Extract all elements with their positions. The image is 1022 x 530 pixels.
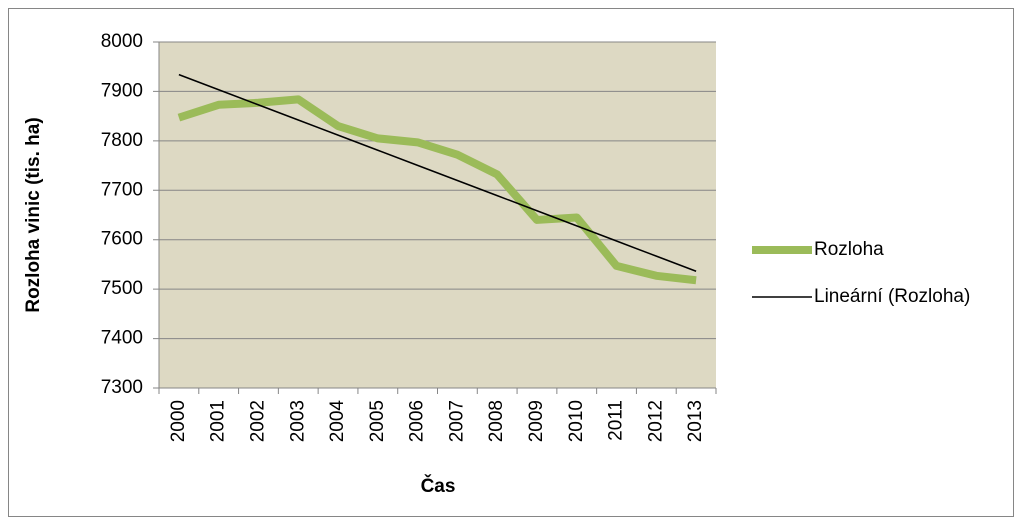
legend-label: Rozloha (814, 239, 884, 260)
y-tick-label: 7600 (101, 229, 143, 250)
trend-line (178, 73, 697, 272)
x-tick-label: 2001 (208, 400, 229, 442)
y-tick-label: 8000 (101, 31, 143, 52)
x-tick-label: 2008 (486, 400, 507, 442)
x-tick-label: 2003 (287, 400, 308, 442)
x-tick-label: 2011 (606, 400, 627, 441)
x-tick-label: 2005 (367, 400, 388, 442)
data-line (177, 95, 697, 285)
x-tick-label: 2010 (566, 400, 587, 442)
y-tick-label: 7300 (101, 377, 143, 398)
x-tick-label: 2004 (327, 400, 348, 443)
x-tick-label: 2000 (168, 400, 189, 442)
x-tick-label: 2002 (247, 400, 268, 442)
x-tick-label: 2009 (526, 400, 547, 442)
x-tick-label: 2006 (407, 400, 428, 442)
x-tick-label: 2012 (645, 400, 666, 442)
y-tick-label: 7700 (101, 179, 143, 200)
y-tick-label: 7900 (101, 80, 143, 101)
plot-area (159, 42, 716, 388)
legend-label: Lineární (Rozloha) (814, 286, 970, 307)
y-tick-label: 7800 (101, 130, 143, 151)
x-tick-label: 2013 (685, 400, 706, 442)
x-tick-label: 2007 (446, 400, 467, 442)
y-tick-label: 7500 (101, 278, 143, 299)
y-axis-title: Rozloha vinic (tis. ha) (23, 117, 44, 312)
x-axis-title: Čas (421, 475, 456, 497)
y-tick-label: 7400 (101, 328, 143, 349)
